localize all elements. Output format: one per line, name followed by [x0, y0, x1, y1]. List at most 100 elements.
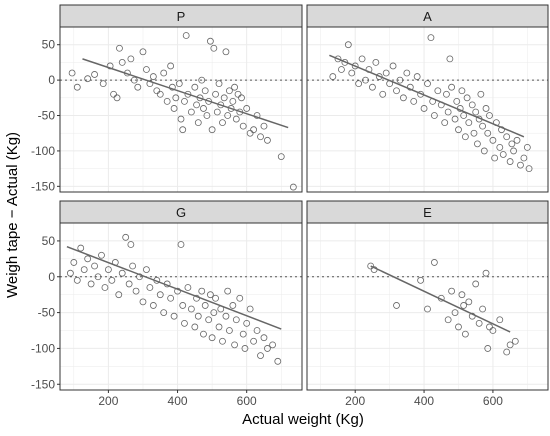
data-point [224, 287, 232, 295]
data-point [451, 309, 459, 316]
data-point [125, 280, 133, 288]
data-point [344, 41, 352, 49]
data-point [194, 312, 202, 320]
regression-line [329, 54, 525, 138]
data-point [234, 90, 242, 98]
y-tick-label: 50 [42, 234, 56, 248]
data-point [149, 73, 157, 80]
data-point [257, 133, 264, 141]
y-tick-label: -50 [38, 109, 56, 123]
data-point [362, 76, 369, 84]
data-point [181, 319, 188, 327]
data-point [208, 126, 216, 134]
data-point [250, 337, 258, 345]
data-point [430, 112, 438, 119]
data-point [193, 101, 200, 109]
data-point [156, 90, 164, 98]
data-point [198, 287, 206, 295]
data-point [260, 122, 268, 130]
data-point [212, 90, 219, 98]
data-point [246, 305, 254, 313]
data-point [508, 140, 516, 148]
data-point [101, 284, 109, 291]
data-point [243, 105, 251, 112]
data-point [229, 97, 237, 105]
panel-background [307, 223, 548, 390]
data-point [200, 330, 207, 338]
data-point [510, 147, 517, 155]
x-axis-title: Actual weight (Kg) [242, 411, 364, 428]
data-point [118, 269, 126, 277]
y-tick-label: 0 [48, 73, 55, 87]
data-point [177, 115, 185, 123]
data-point [269, 341, 277, 349]
data-point [232, 115, 240, 123]
data-point [523, 143, 531, 151]
data-point [203, 112, 211, 119]
data-point [424, 305, 431, 313]
data-point [205, 316, 213, 324]
data-point [160, 69, 168, 77]
data-point [239, 330, 247, 338]
y-tick-label: -100 [31, 144, 55, 158]
data-point [231, 341, 238, 349]
panel-p: P -150 -100 -50 0 50 [31, 4, 303, 193]
data-point [496, 316, 504, 324]
data-point [260, 334, 268, 342]
data-point [424, 80, 431, 88]
data-point [217, 101, 225, 109]
regression-line [82, 58, 289, 129]
data-point [472, 108, 480, 116]
panel-border [59, 26, 303, 193]
data-point [468, 101, 476, 109]
data-point [520, 154, 528, 162]
data-point [475, 319, 483, 327]
y-tick-label: 0 [48, 270, 55, 284]
data-point [484, 345, 492, 352]
data-point [455, 126, 462, 134]
data-point [215, 323, 223, 331]
data-point [434, 87, 442, 95]
data-point [461, 330, 469, 338]
data-point [134, 83, 142, 91]
strip-label: A [423, 9, 432, 24]
data-point [170, 312, 178, 320]
data-point [73, 83, 81, 91]
y-tick-label: -100 [31, 341, 55, 355]
data-point [219, 337, 226, 345]
data-point [210, 44, 218, 52]
data-point [179, 126, 187, 134]
panel-background [60, 223, 302, 390]
data-point [115, 291, 123, 299]
data-point [372, 59, 380, 66]
data-point [393, 87, 400, 95]
data-point [243, 319, 251, 327]
data-point [444, 316, 452, 324]
data-point [184, 284, 192, 291]
data-point [489, 327, 497, 334]
data-point [167, 62, 175, 70]
data-point [127, 55, 135, 63]
strip-label: G [176, 205, 186, 220]
data-point [181, 97, 188, 105]
data-point [396, 76, 404, 84]
data-point [448, 83, 456, 91]
data-point [224, 112, 232, 119]
data-point [486, 112, 493, 119]
y-tick-label: 50 [42, 38, 56, 52]
data-point [139, 298, 147, 306]
x-tick-label: 400 [168, 394, 188, 408]
data-point [91, 262, 98, 270]
data-point [496, 143, 504, 151]
data-point [474, 140, 481, 148]
data-point [246, 129, 254, 137]
data-point [358, 55, 366, 63]
data-point [227, 105, 235, 112]
data-point [253, 327, 261, 334]
panel-e: E 200 400 600 [306, 200, 549, 408]
data-point [369, 83, 376, 91]
data-point [513, 136, 521, 144]
data-point [430, 259, 438, 266]
data-point [399, 94, 407, 102]
